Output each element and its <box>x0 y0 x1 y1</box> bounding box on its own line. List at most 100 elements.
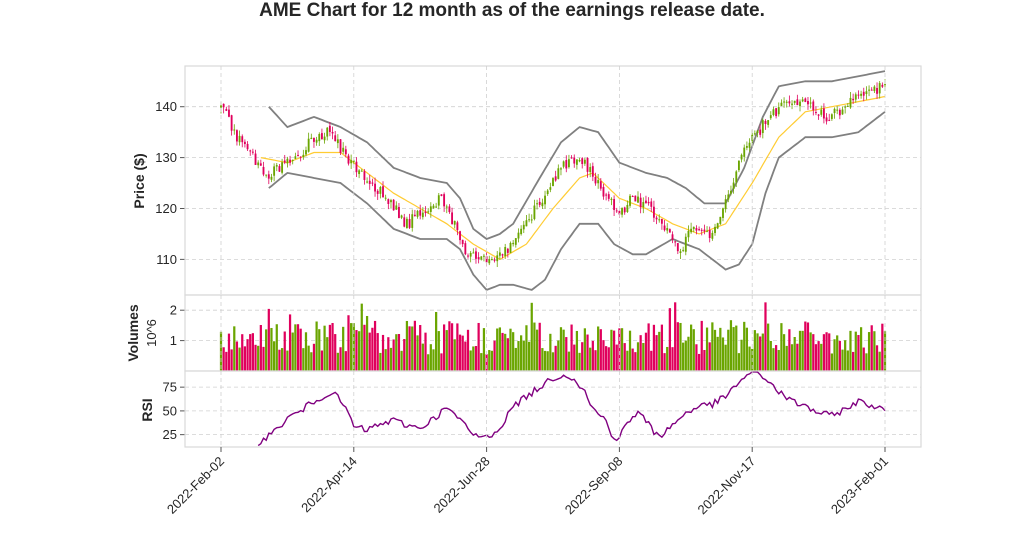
rsi-tick-label: 50 <box>163 403 177 418</box>
volume-bar <box>857 335 860 371</box>
volume-bar <box>711 322 714 371</box>
volume-bar <box>830 353 833 371</box>
candle-body <box>480 256 483 260</box>
volume-bar <box>788 329 791 371</box>
volume-bar <box>634 352 637 371</box>
price-tick-label: 120 <box>155 201 177 216</box>
volume-bar <box>227 333 231 371</box>
volume-bar <box>804 321 807 371</box>
candle-body <box>403 217 406 227</box>
volume-bar <box>743 321 746 371</box>
volume-bar <box>817 341 820 371</box>
volume-bar <box>565 337 568 371</box>
volume-bar <box>697 353 701 371</box>
candle-body <box>562 161 565 167</box>
volume-bar <box>586 334 589 371</box>
candle-body <box>536 203 538 205</box>
volume-bar <box>365 315 369 371</box>
candle-body <box>472 252 475 254</box>
candle-body <box>650 201 653 207</box>
volume-bar <box>809 332 812 371</box>
volume-bar <box>288 314 292 371</box>
candle-body <box>520 228 523 235</box>
volume-bar <box>413 320 417 371</box>
candle-body <box>334 135 337 142</box>
volume-unit-label: 10^6 <box>144 319 159 347</box>
candle-body <box>416 210 419 217</box>
volume-bar <box>384 349 387 371</box>
candle-body <box>634 195 637 202</box>
candle-body <box>283 160 286 163</box>
volume-bar <box>342 326 345 371</box>
volume-bar <box>453 339 456 371</box>
volume-bar <box>437 331 440 371</box>
volume-bar <box>350 323 353 371</box>
candle-body <box>700 229 703 231</box>
candle-body <box>437 195 440 206</box>
volume-bar <box>559 327 563 371</box>
candle-body <box>328 125 331 132</box>
volume-bar <box>812 334 815 371</box>
candle-body <box>775 108 778 117</box>
candle-body <box>238 135 241 143</box>
volume-bar <box>421 343 424 371</box>
volume-bar <box>506 338 509 371</box>
candle-body <box>655 217 658 220</box>
volume-bar <box>615 344 618 371</box>
candle-body <box>390 200 392 203</box>
candle-body <box>812 101 815 111</box>
volume-bar <box>344 351 347 371</box>
volume-bar <box>551 352 555 371</box>
volume-bar <box>504 333 507 371</box>
candle-body <box>552 178 554 187</box>
candle-body <box>820 109 823 115</box>
volume-bar <box>878 351 881 371</box>
candle-body <box>371 182 374 184</box>
volume-bar <box>496 328 499 371</box>
candle-body <box>722 208 724 218</box>
candle-body <box>440 194 443 197</box>
volume-bar <box>464 341 467 371</box>
candle-body <box>254 153 257 165</box>
volume-bar <box>870 325 873 371</box>
candle-body <box>568 159 570 168</box>
volume-bar <box>873 331 876 371</box>
candle-body <box>339 139 342 153</box>
candle-body <box>331 131 334 134</box>
candle-body <box>350 160 353 164</box>
volume-bar <box>514 347 517 371</box>
volume-bar <box>477 322 480 371</box>
volume-bar <box>326 337 329 371</box>
volume-bar <box>674 302 677 371</box>
candle-body <box>485 256 488 263</box>
volume-bar <box>663 353 666 371</box>
volume-bar <box>836 335 839 371</box>
candle-body <box>618 210 621 215</box>
volume-bar <box>867 332 871 371</box>
candle-body <box>599 181 602 189</box>
volume-bar <box>841 349 844 371</box>
candle-body <box>817 114 820 116</box>
candle-body <box>884 84 886 86</box>
candle-body <box>318 134 321 142</box>
volume-bar <box>458 334 462 371</box>
volume-bar <box>740 339 743 371</box>
candle-body <box>846 105 849 107</box>
rsi-tick-label: 75 <box>163 380 177 395</box>
volume-bar <box>719 327 722 371</box>
candle-body <box>575 159 578 165</box>
candle-body <box>857 94 860 96</box>
candle-body <box>737 160 740 171</box>
candle-body <box>363 171 366 180</box>
price-tick-label: 130 <box>155 150 177 165</box>
candle-body <box>844 106 847 108</box>
candle-body <box>761 120 764 134</box>
volume-bar <box>597 326 600 371</box>
chart-title: AME Chart for 12 month as of the earning… <box>259 0 765 21</box>
volume-bar <box>286 350 289 371</box>
volume-bar <box>724 344 727 371</box>
candle-body <box>764 120 767 124</box>
volume-bar <box>620 328 624 371</box>
volume-bar <box>790 344 794 371</box>
volume-bar <box>562 329 565 371</box>
